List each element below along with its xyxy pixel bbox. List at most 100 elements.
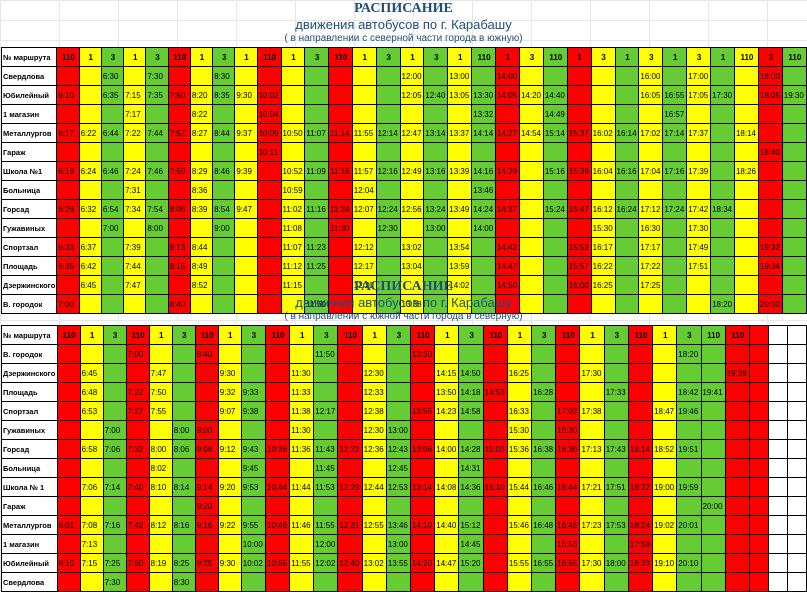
stop-name: Дзержинского xyxy=(0,275,58,295)
route-number: 1 xyxy=(579,325,605,345)
departure-time xyxy=(748,382,769,402)
departure-time xyxy=(351,218,377,238)
schedule-subtitle: движения автобусов по г. Карабашу xyxy=(295,17,512,32)
departure-time: 8:00 xyxy=(145,218,169,238)
departure-time: 18:00 xyxy=(757,66,783,86)
departure-time xyxy=(482,363,508,383)
route-number: 1 xyxy=(434,325,460,345)
departure-time: 14:28 xyxy=(458,439,484,459)
stop-row: Металлургов 6:17 6:22 6:44 7:22 7:44 7:57 8:27 8… xyxy=(0,123,807,143)
stop-row: Спортзал 6:33 6:37 7:39 8:13 8:44 11:07 11:23 12… xyxy=(0,237,807,257)
departure-time xyxy=(447,142,473,162)
departure-time xyxy=(125,496,150,516)
route-number: 3 xyxy=(423,47,449,67)
departure-time: 14:10 xyxy=(410,515,436,535)
departure-time: 16:55 xyxy=(555,553,581,573)
departure-time xyxy=(748,439,769,459)
departure-time xyxy=(458,344,484,364)
route-header-row: № маршрута 110 1 3 110 1 3 110 1 3 110 1 3 110 1 3 110 1 3… xyxy=(1,325,807,345)
departure-time xyxy=(240,344,267,364)
departure-time xyxy=(167,218,191,238)
departure-time: 18:26 xyxy=(733,161,759,181)
departure-time xyxy=(555,344,581,364)
departure-time xyxy=(518,180,544,200)
departure-time: 16:14 xyxy=(614,123,640,143)
departure-time xyxy=(100,256,125,276)
departure-time: 13:00 xyxy=(385,420,412,440)
stop-row: Дзержинского 6:45 7:47 8:52 11:15 12:20 14:02 1… xyxy=(0,275,807,295)
departure-time xyxy=(757,161,783,181)
departure-time xyxy=(638,180,664,200)
departure-time: 8:35 xyxy=(212,85,236,105)
departure-time xyxy=(710,237,735,257)
route-number: 110 xyxy=(471,47,497,67)
departure-time xyxy=(700,401,726,421)
departure-time: 12:02 xyxy=(313,553,339,573)
departure-time: 8:30 xyxy=(212,66,236,86)
departure-time: 20:00 xyxy=(700,496,726,516)
departure-time: 7:30 xyxy=(102,572,127,592)
departure-time xyxy=(482,553,508,573)
departure-time xyxy=(328,294,353,314)
departure-time: 15:55 xyxy=(506,553,533,573)
departure-time xyxy=(662,275,688,295)
route-number: 3 xyxy=(603,325,629,345)
departure-time xyxy=(652,496,678,516)
stop-row: Горсад 6:58 7:06 7:32 8:00 8:06 9:06 9:12 9:43 10… xyxy=(1,439,807,459)
departure-time: 15:16 xyxy=(542,161,568,181)
departure-time xyxy=(733,85,759,105)
departure-time: 14:50 xyxy=(458,363,484,383)
departure-time xyxy=(471,256,497,276)
departure-time: 7:50 xyxy=(125,553,150,573)
departure-time: 11:33 xyxy=(289,382,315,402)
departure-time: 7:06 xyxy=(79,477,104,497)
departure-time: 8:10 xyxy=(148,477,173,497)
route-number: 1 xyxy=(361,325,387,345)
departure-time xyxy=(627,401,654,421)
departure-time xyxy=(313,382,339,402)
departure-time: 17:16 xyxy=(662,161,688,181)
departure-time xyxy=(786,477,807,497)
route-number: 110 xyxy=(542,47,568,67)
departure-time: 12:07 xyxy=(351,199,377,219)
departure-time xyxy=(313,363,339,383)
departure-time: 14:40 xyxy=(434,515,460,535)
departure-time xyxy=(542,218,568,238)
departure-time: 17:33 xyxy=(603,382,629,402)
departure-time xyxy=(337,363,363,383)
route-number: 110 xyxy=(700,325,726,345)
departure-time xyxy=(385,344,412,364)
departure-time: 6:22 xyxy=(78,123,102,143)
stop-name: Свердлова xyxy=(0,66,58,86)
departure-time xyxy=(145,104,169,124)
departure-time: 15:37 xyxy=(566,123,592,143)
stop-row: Гужавиных 7:00 8:00 9:00 11:08 11:30 12:30 13:0… xyxy=(0,218,807,238)
departure-time xyxy=(506,458,533,478)
departure-time xyxy=(614,294,640,314)
departure-time: 9:32 xyxy=(217,382,242,402)
departure-time: 14:05 xyxy=(495,85,520,105)
route-number: 1 xyxy=(189,47,214,67)
departure-time: 12:30 xyxy=(361,363,387,383)
departure-time xyxy=(724,344,750,364)
departure-time xyxy=(100,104,125,124)
departure-time: 14:20 xyxy=(518,85,544,105)
departure-time xyxy=(148,496,173,516)
departure-time: 11:07 xyxy=(280,237,306,257)
departure-time xyxy=(234,142,258,162)
departure-time xyxy=(757,180,783,200)
departure-time xyxy=(555,382,581,402)
route-number: 3 xyxy=(518,47,544,67)
departure-time xyxy=(125,458,150,478)
departure-time xyxy=(566,180,592,200)
departure-time: 19:02 xyxy=(652,515,678,535)
departure-time: 18:22 xyxy=(627,477,654,497)
route-number: 110 xyxy=(264,325,291,345)
departure-time: 15:14 xyxy=(542,123,568,143)
departure-time: 8:16 xyxy=(171,515,196,535)
departure-time xyxy=(531,401,557,421)
departure-time xyxy=(289,344,315,364)
departure-time xyxy=(410,534,436,554)
departure-time xyxy=(652,572,678,592)
departure-time xyxy=(171,382,196,402)
